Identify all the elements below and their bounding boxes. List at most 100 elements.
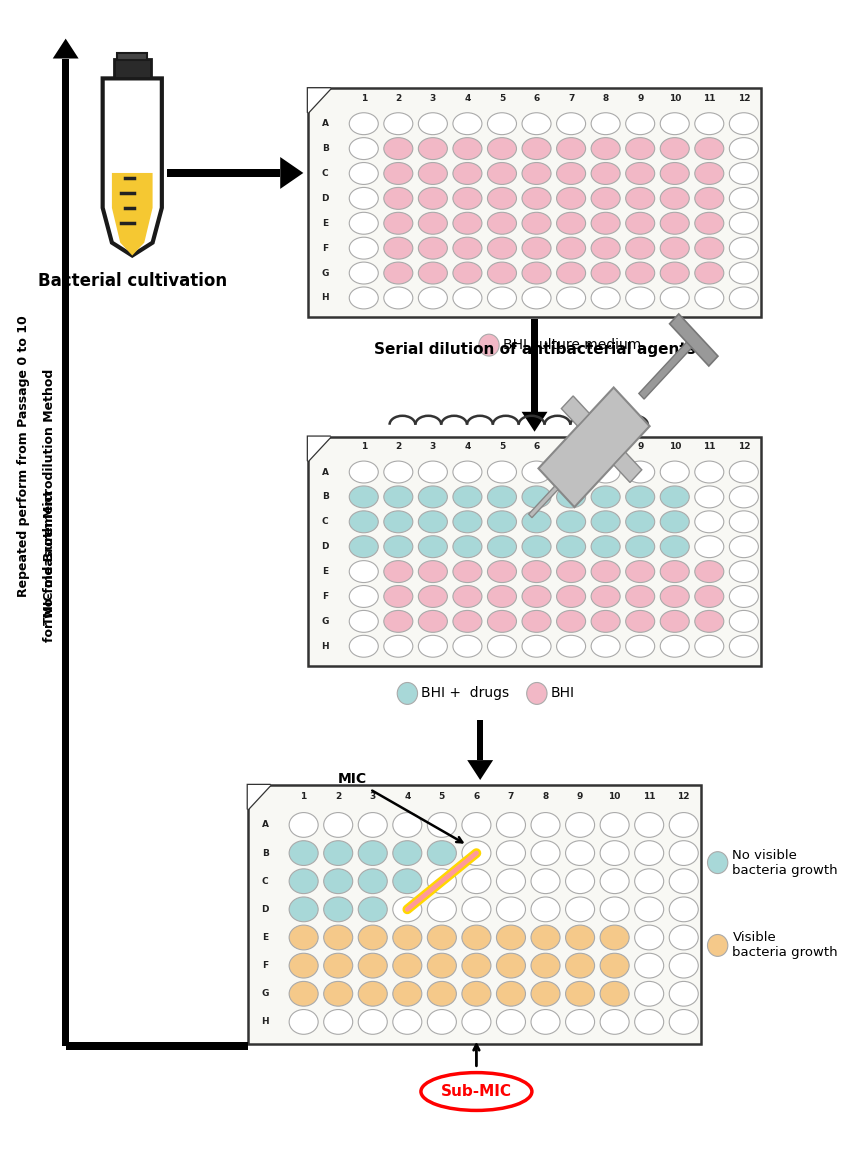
- Ellipse shape: [384, 213, 413, 235]
- Polygon shape: [538, 387, 649, 507]
- Ellipse shape: [418, 636, 447, 658]
- Ellipse shape: [729, 237, 758, 259]
- Text: C: C: [262, 876, 269, 885]
- Ellipse shape: [289, 1009, 318, 1035]
- Ellipse shape: [487, 187, 517, 209]
- Ellipse shape: [324, 840, 353, 866]
- Text: 9: 9: [577, 792, 583, 801]
- Ellipse shape: [428, 869, 456, 894]
- Ellipse shape: [349, 486, 378, 507]
- Ellipse shape: [694, 561, 724, 583]
- Ellipse shape: [591, 287, 620, 309]
- Text: Two-fold Broth Microdilution Method: Two-fold Broth Microdilution Method: [42, 369, 55, 624]
- Text: A: A: [322, 119, 329, 128]
- Ellipse shape: [660, 535, 689, 557]
- Ellipse shape: [428, 813, 456, 837]
- Ellipse shape: [557, 535, 586, 557]
- Ellipse shape: [600, 954, 629, 978]
- Ellipse shape: [453, 486, 482, 507]
- Ellipse shape: [453, 535, 482, 557]
- Ellipse shape: [729, 561, 758, 583]
- Ellipse shape: [487, 561, 517, 583]
- Ellipse shape: [522, 113, 551, 134]
- Ellipse shape: [393, 869, 422, 894]
- Ellipse shape: [289, 954, 318, 978]
- Ellipse shape: [428, 897, 456, 921]
- Ellipse shape: [358, 1009, 388, 1035]
- Ellipse shape: [565, 840, 595, 866]
- Polygon shape: [112, 173, 153, 255]
- Text: 6: 6: [534, 443, 540, 452]
- Ellipse shape: [349, 461, 378, 483]
- Text: 5: 5: [499, 94, 505, 103]
- Text: Sub-MIC: Sub-MIC: [441, 1084, 512, 1099]
- Ellipse shape: [557, 610, 586, 632]
- Text: 11: 11: [703, 94, 716, 103]
- Ellipse shape: [487, 113, 517, 134]
- Ellipse shape: [600, 1009, 629, 1035]
- Polygon shape: [639, 341, 693, 399]
- Ellipse shape: [565, 954, 595, 978]
- Polygon shape: [248, 785, 270, 809]
- Ellipse shape: [462, 925, 491, 950]
- Text: 1: 1: [360, 94, 367, 103]
- Ellipse shape: [626, 113, 654, 134]
- Ellipse shape: [694, 535, 724, 557]
- Polygon shape: [529, 486, 558, 518]
- Ellipse shape: [694, 511, 724, 533]
- Ellipse shape: [462, 981, 491, 1006]
- Ellipse shape: [349, 237, 378, 259]
- Ellipse shape: [418, 262, 447, 284]
- Ellipse shape: [626, 610, 654, 632]
- Ellipse shape: [565, 869, 595, 894]
- Ellipse shape: [626, 636, 654, 658]
- Ellipse shape: [358, 869, 388, 894]
- Ellipse shape: [418, 461, 447, 483]
- Ellipse shape: [591, 187, 620, 209]
- Ellipse shape: [428, 925, 456, 950]
- Ellipse shape: [496, 925, 525, 950]
- Ellipse shape: [626, 535, 654, 557]
- Ellipse shape: [531, 840, 560, 866]
- Ellipse shape: [349, 287, 378, 309]
- Ellipse shape: [393, 813, 422, 837]
- Ellipse shape: [729, 511, 758, 533]
- Ellipse shape: [694, 213, 724, 235]
- Text: No visible
bacteria growth: No visible bacteria growth: [733, 849, 838, 876]
- Polygon shape: [468, 761, 493, 780]
- Text: 11: 11: [703, 443, 716, 452]
- Ellipse shape: [557, 163, 586, 185]
- Polygon shape: [103, 79, 162, 255]
- Ellipse shape: [660, 213, 689, 235]
- Ellipse shape: [660, 636, 689, 658]
- Ellipse shape: [384, 461, 413, 483]
- Ellipse shape: [496, 981, 525, 1006]
- Text: 7: 7: [568, 443, 575, 452]
- Text: A: A: [262, 821, 269, 830]
- Ellipse shape: [660, 287, 689, 309]
- Ellipse shape: [453, 187, 482, 209]
- Ellipse shape: [669, 869, 698, 894]
- Ellipse shape: [626, 561, 654, 583]
- Bar: [65, 1042, 248, 1050]
- Polygon shape: [53, 38, 78, 59]
- Ellipse shape: [522, 213, 551, 235]
- Text: 4: 4: [464, 94, 471, 103]
- Ellipse shape: [349, 187, 378, 209]
- Ellipse shape: [487, 237, 517, 259]
- Ellipse shape: [557, 561, 586, 583]
- Ellipse shape: [384, 113, 413, 134]
- Ellipse shape: [635, 840, 664, 866]
- Ellipse shape: [729, 586, 758, 607]
- Ellipse shape: [522, 561, 551, 583]
- Ellipse shape: [531, 869, 560, 894]
- Ellipse shape: [669, 897, 698, 921]
- Ellipse shape: [557, 586, 586, 607]
- Ellipse shape: [324, 981, 353, 1006]
- Text: 9: 9: [637, 94, 643, 103]
- Ellipse shape: [487, 461, 517, 483]
- Ellipse shape: [660, 237, 689, 259]
- Ellipse shape: [496, 1009, 525, 1035]
- Ellipse shape: [729, 113, 758, 134]
- Circle shape: [479, 334, 499, 356]
